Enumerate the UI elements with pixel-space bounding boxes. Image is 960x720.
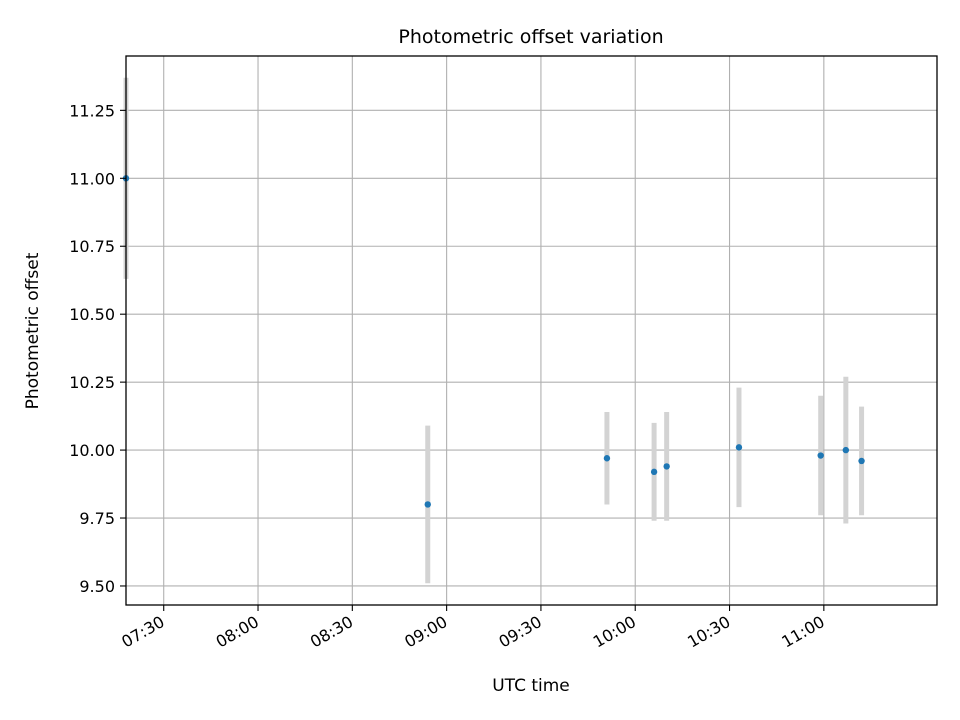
y-axis-label: Photometric offset xyxy=(23,252,43,409)
x-tick-label: 10:00 xyxy=(590,612,639,652)
y-tick-label: 9.50 xyxy=(79,577,115,596)
y-tick-label: 10.00 xyxy=(69,441,115,460)
data-point xyxy=(650,468,658,476)
y-tick-label: 10.75 xyxy=(69,237,115,256)
grid xyxy=(126,56,937,605)
chart-title: Photometric offset variation xyxy=(398,26,663,48)
y-tick-label: 10.50 xyxy=(69,305,115,324)
data-point xyxy=(817,452,824,459)
y-tick-label: 10.25 xyxy=(69,373,115,392)
data-point xyxy=(858,457,865,465)
y-tick-label: 11.25 xyxy=(69,101,115,120)
x-tick-label: 10:30 xyxy=(684,612,733,652)
x-tick-label: 09:30 xyxy=(495,612,544,652)
y-tick-label: 9.75 xyxy=(79,509,115,528)
x-tick-label: 08:30 xyxy=(307,612,356,652)
data-point xyxy=(424,501,431,508)
x-axis-label: UTC time xyxy=(492,676,570,696)
x-tick-label: 11:00 xyxy=(778,612,827,652)
y-tick-label: 11.00 xyxy=(69,169,115,188)
data-point xyxy=(842,446,850,454)
data-point xyxy=(735,444,743,451)
data-point xyxy=(603,455,611,462)
x-tick-label: 09:00 xyxy=(401,612,450,652)
plot-frame xyxy=(125,55,938,606)
data-point xyxy=(663,463,670,470)
data-points xyxy=(122,175,865,508)
x-tick-label: 07:30 xyxy=(118,612,167,652)
x-axis-ticks: 07:30 08:00 08:30 09:00 09:30 10:00 10:30 11:00 xyxy=(118,605,828,652)
x-tick-label: 08:00 xyxy=(213,612,262,652)
y-axis-ticks: 9.50 9.75 10.00 10.25 10.50 10.75 11.00 11.25 xyxy=(69,101,126,596)
errorbars xyxy=(123,77,865,584)
